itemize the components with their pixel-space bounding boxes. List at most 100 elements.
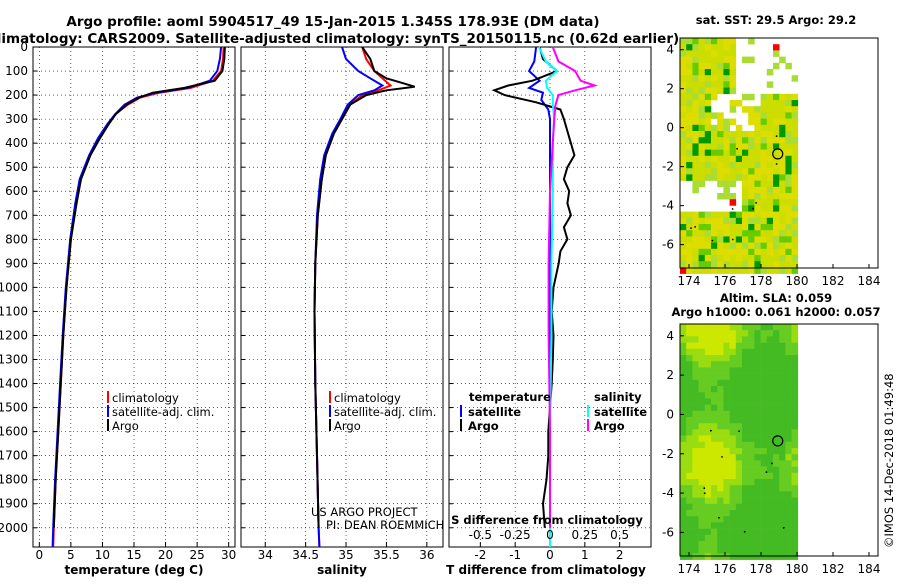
map-cell bbox=[686, 242, 693, 250]
map-cell bbox=[773, 186, 780, 194]
map-cell bbox=[779, 56, 786, 64]
map-cell bbox=[791, 386, 799, 393]
map-cell bbox=[748, 93, 755, 101]
map-cell bbox=[773, 324, 780, 331]
map-cell bbox=[686, 534, 693, 542]
map-cell bbox=[791, 217, 799, 225]
map-cell bbox=[735, 162, 743, 169]
map-cell bbox=[680, 137, 687, 144]
map-cell bbox=[779, 193, 786, 200]
map-cell bbox=[704, 44, 712, 51]
map-cell bbox=[748, 211, 755, 219]
map-cell bbox=[791, 398, 799, 405]
map-cell bbox=[785, 242, 792, 250]
map-cell bbox=[760, 379, 768, 387]
map-cell bbox=[766, 510, 774, 517]
map-cell bbox=[735, 528, 743, 536]
map-cell bbox=[766, 205, 774, 212]
island-dot bbox=[731, 238, 734, 241]
map-cell bbox=[717, 541, 724, 548]
map-cell bbox=[735, 255, 743, 262]
map-cell bbox=[779, 534, 786, 542]
map-cell bbox=[680, 242, 687, 250]
map-cell bbox=[785, 435, 792, 443]
map-cell bbox=[779, 398, 786, 405]
map-cell bbox=[766, 472, 774, 480]
map-cell bbox=[692, 217, 699, 225]
map-cell bbox=[680, 379, 687, 387]
map-cell bbox=[754, 510, 761, 517]
map-cell bbox=[735, 373, 743, 381]
map-cell bbox=[760, 224, 768, 231]
depth-tick-label: 100 bbox=[5, 64, 28, 78]
map-cell bbox=[760, 342, 768, 350]
map-lon-label: 174 bbox=[678, 274, 701, 288]
map-cell bbox=[711, 87, 718, 95]
map-cell bbox=[729, 336, 737, 343]
map-cell bbox=[773, 217, 780, 225]
map-cell bbox=[791, 342, 799, 350]
map-cell bbox=[735, 342, 743, 350]
map-cell bbox=[692, 236, 699, 243]
map-cell bbox=[773, 100, 780, 107]
map-cell bbox=[773, 429, 780, 436]
map-cell bbox=[779, 522, 786, 529]
map-cell bbox=[704, 174, 712, 181]
map-cell bbox=[686, 466, 693, 474]
map-cell bbox=[791, 248, 799, 256]
map-cell bbox=[791, 261, 799, 268]
map-cell bbox=[729, 355, 737, 362]
map-cell bbox=[686, 367, 693, 374]
map-cell bbox=[698, 242, 706, 250]
map-cell bbox=[791, 193, 799, 200]
map-cell bbox=[729, 224, 737, 231]
map-cell bbox=[760, 503, 768, 511]
map-cell bbox=[704, 242, 712, 250]
map-cell bbox=[742, 534, 749, 542]
map-cell bbox=[680, 361, 687, 368]
map-cell bbox=[704, 100, 712, 107]
map-cell bbox=[717, 180, 724, 188]
map-cell bbox=[711, 261, 718, 268]
map-cell bbox=[760, 528, 768, 536]
map-cell bbox=[742, 224, 749, 231]
map-cell bbox=[779, 553, 786, 560]
map-cell bbox=[698, 168, 706, 175]
map-cell bbox=[754, 553, 761, 560]
map-cell bbox=[766, 236, 774, 243]
map-cell bbox=[748, 472, 755, 480]
map-cell bbox=[711, 510, 718, 517]
map-cell bbox=[692, 373, 699, 381]
map-cell bbox=[773, 255, 780, 262]
map-cell bbox=[785, 112, 792, 119]
map-cell bbox=[773, 522, 780, 529]
map-cell bbox=[773, 330, 780, 337]
map-cell bbox=[779, 261, 786, 268]
map-cell bbox=[754, 479, 761, 486]
map-cell bbox=[698, 454, 706, 461]
map-cell bbox=[723, 417, 730, 424]
map-cell bbox=[686, 516, 693, 523]
legend-label-climatology: climatology bbox=[112, 391, 179, 405]
diff-line-temperature-argo bbox=[491, 46, 576, 528]
map-cell bbox=[729, 410, 737, 418]
map-cell bbox=[723, 516, 730, 523]
map-cell bbox=[754, 255, 761, 262]
map-cell bbox=[723, 503, 730, 511]
map-cell bbox=[711, 367, 718, 374]
map-cell bbox=[711, 435, 718, 443]
map-cell bbox=[791, 454, 799, 461]
legend-label-s-argo: Argo bbox=[594, 419, 625, 433]
map-cell bbox=[729, 199, 737, 206]
map-cell bbox=[704, 386, 712, 393]
map-cell bbox=[754, 336, 761, 343]
map-cell bbox=[754, 466, 761, 474]
map-cell bbox=[742, 541, 749, 548]
map-cell bbox=[754, 118, 761, 126]
map-cell bbox=[711, 174, 718, 181]
map-cell bbox=[686, 503, 693, 511]
argo-position-marker bbox=[772, 148, 784, 160]
map-cell bbox=[698, 44, 706, 51]
map-cell bbox=[717, 472, 724, 480]
map-cell bbox=[766, 466, 774, 474]
